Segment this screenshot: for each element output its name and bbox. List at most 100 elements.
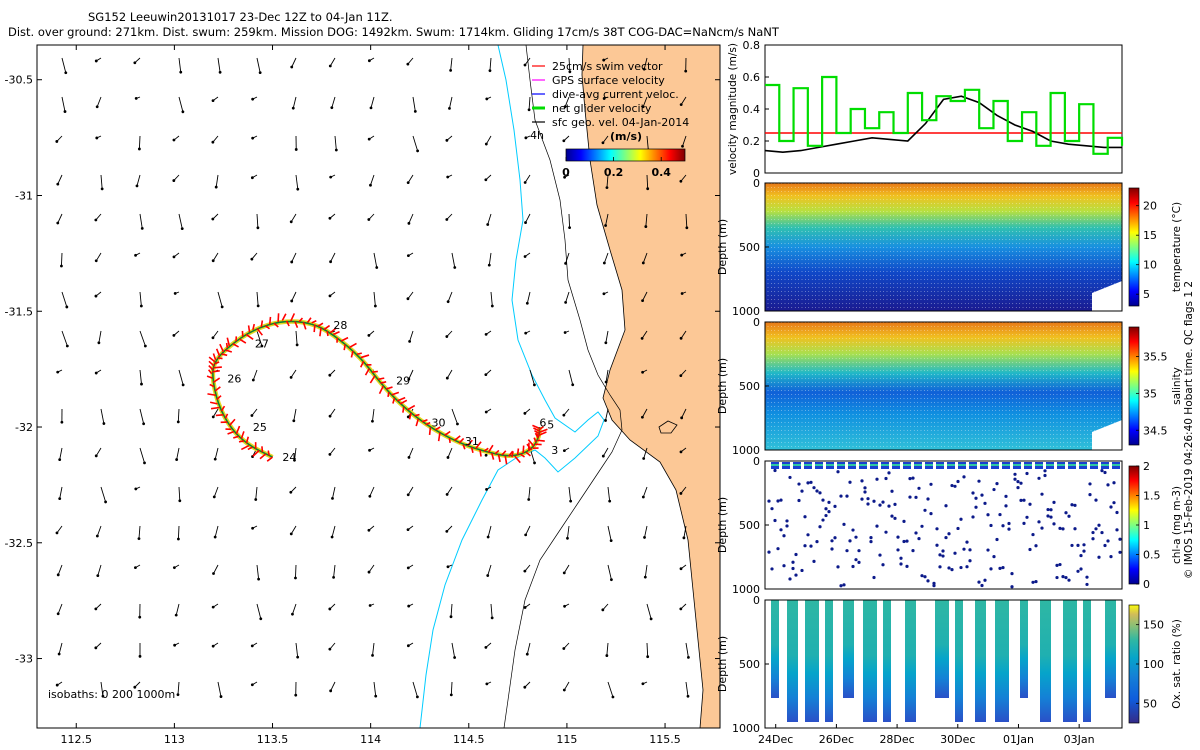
chla-point xyxy=(1022,498,1026,502)
chla-point xyxy=(1085,582,1089,587)
chla-point xyxy=(1118,537,1122,541)
current-vector-head xyxy=(375,266,379,269)
current-vector-head xyxy=(562,449,566,453)
swim-vector xyxy=(396,396,406,402)
current-vector xyxy=(369,486,375,497)
chla-surface-point xyxy=(1090,464,1098,466)
current-vector xyxy=(96,96,102,107)
current-vector-head xyxy=(445,376,449,380)
time-x-tick-label: 01Jan xyxy=(1003,733,1034,746)
swim-vector xyxy=(227,430,235,435)
oxygen-column xyxy=(1083,600,1091,722)
chla-point xyxy=(1079,567,1083,571)
current-vector-head xyxy=(94,218,98,222)
current-vector xyxy=(412,135,419,152)
chla-point xyxy=(833,536,837,540)
chla-point xyxy=(857,560,861,564)
chla-point xyxy=(1100,530,1104,535)
track-day-label: 30 xyxy=(431,416,445,429)
profile-y-tick-label: 500 xyxy=(739,380,760,393)
isobath-1000m xyxy=(503,45,623,728)
chla-point xyxy=(848,539,852,543)
swim-vector xyxy=(245,436,250,444)
current-vector xyxy=(642,252,648,264)
current-vector-head xyxy=(681,144,684,148)
profile-colorbar-tick-label: 50 xyxy=(1143,697,1157,710)
isobath-200m xyxy=(419,45,605,728)
current-vector-head xyxy=(406,644,410,648)
current-vector xyxy=(412,681,418,698)
map-colorbar-tick-label: 0.2 xyxy=(604,166,624,179)
chla-point xyxy=(971,515,975,519)
chla-point xyxy=(1061,575,1065,579)
map-y-tick-label: -31 xyxy=(15,189,33,202)
profile-ylabel: Depth (m) xyxy=(716,497,729,553)
chla-point xyxy=(1034,579,1038,584)
chla-point xyxy=(845,494,849,498)
chla-surface-point xyxy=(980,464,988,466)
current-vector-head xyxy=(291,106,295,110)
current-vector-head xyxy=(94,259,98,263)
current-vector-head xyxy=(524,136,528,140)
chla-surface-point xyxy=(1024,464,1032,466)
chla-point xyxy=(872,575,876,580)
current-vector-head xyxy=(485,682,489,686)
swim-vector xyxy=(209,401,218,405)
chla-point xyxy=(977,580,981,584)
current-vector xyxy=(139,447,145,464)
current-vector-head xyxy=(330,106,334,110)
chla-point xyxy=(962,547,966,551)
swim-vector xyxy=(359,360,365,368)
current-vector xyxy=(252,369,258,381)
current-vector xyxy=(139,330,146,347)
current-vector-head xyxy=(679,450,683,454)
island xyxy=(658,420,678,434)
current-vector-head xyxy=(563,105,567,109)
chla-point xyxy=(773,468,777,473)
current-vector-head xyxy=(65,344,69,348)
chla-point xyxy=(842,522,846,526)
swim-vector xyxy=(317,322,324,327)
chla-point xyxy=(932,584,936,588)
current-vector-head xyxy=(609,539,613,543)
current-vector-head xyxy=(173,643,177,647)
chla-point xyxy=(776,547,780,551)
swim-vector xyxy=(209,383,215,388)
swim-vector xyxy=(475,441,482,450)
current-vector-head xyxy=(334,148,338,152)
current-vector xyxy=(450,603,453,617)
current-vector-head xyxy=(58,497,62,501)
current-vector-head xyxy=(413,109,417,113)
current-vector-head xyxy=(490,304,494,308)
oxygen-column xyxy=(771,600,779,698)
swim-vector xyxy=(406,404,416,411)
current-vector-head xyxy=(176,693,180,697)
current-vector xyxy=(447,291,453,302)
figure-title-line1: SG152 Leeuwin20131017 23-Dec 12Z to 04-J… xyxy=(88,10,393,24)
map-panel: 24 25 26 27 28 29 30 31 3 56 112.5 113 113.5 114 114.… xyxy=(5,44,721,746)
swim-vector xyxy=(348,342,357,349)
chla-point xyxy=(923,575,927,579)
current-vector xyxy=(256,330,263,347)
current-vector-head xyxy=(56,612,60,616)
chla-point xyxy=(1016,480,1020,484)
current-vector-head xyxy=(608,499,612,503)
swim-vector xyxy=(428,427,432,436)
current-vector-head xyxy=(646,187,650,191)
current-vector-head xyxy=(259,617,263,621)
chla-point xyxy=(812,486,816,490)
current-vector-head xyxy=(485,487,488,491)
current-vector-head xyxy=(525,301,529,305)
chla-point xyxy=(1115,528,1119,532)
current-vector xyxy=(256,291,259,306)
current-vector-head xyxy=(94,454,98,458)
current-vector-head xyxy=(523,685,527,689)
profile-colorbar-tick-label: 5 xyxy=(1143,288,1150,301)
current-vector-head xyxy=(328,647,332,651)
profile-y-tick-label: 500 xyxy=(739,658,760,671)
profile-data xyxy=(765,183,1122,311)
chla-point xyxy=(779,498,783,502)
swim-vectors xyxy=(206,313,548,465)
current-vector-head xyxy=(484,142,488,146)
oxygen-column xyxy=(825,600,833,722)
